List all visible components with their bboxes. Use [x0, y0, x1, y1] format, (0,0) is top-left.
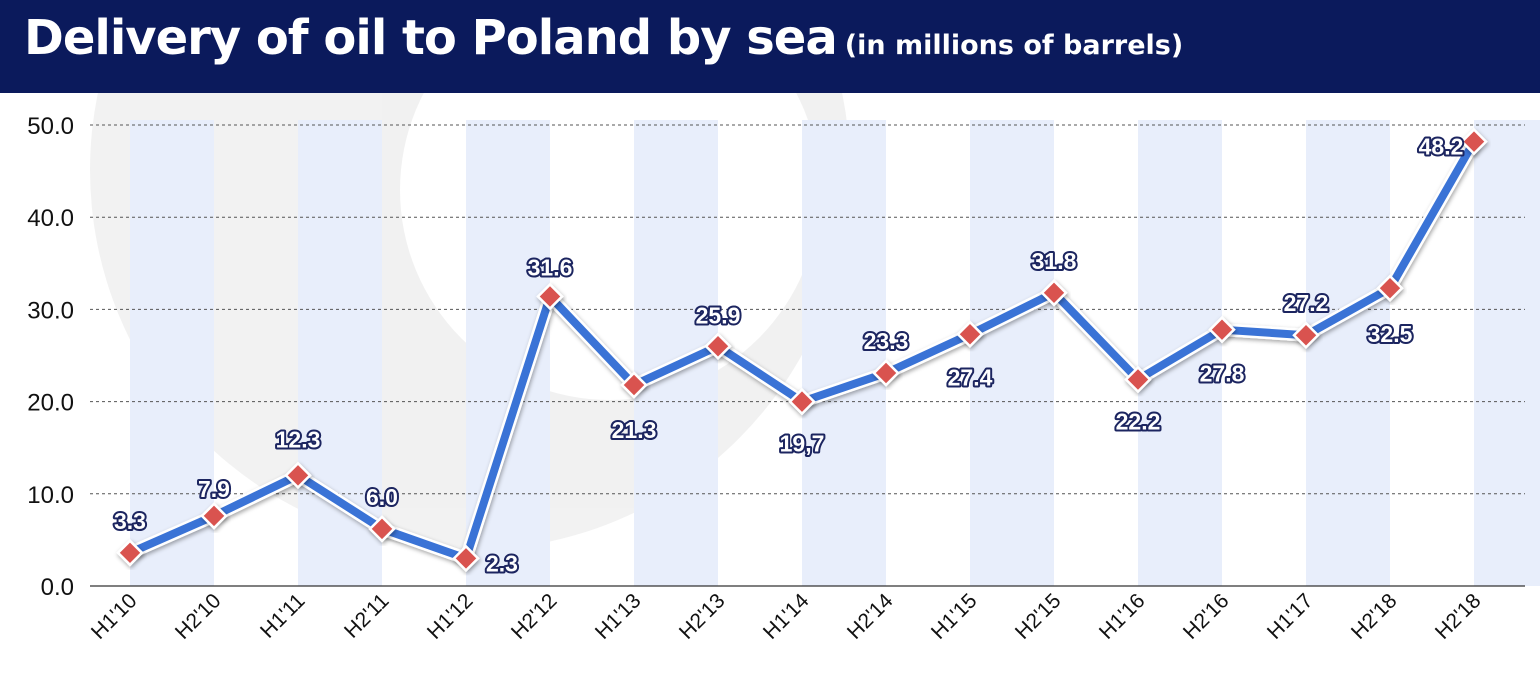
- subtitle-text: (in millions of barrels): [844, 30, 1184, 61]
- data-label: 22.2: [1116, 408, 1161, 434]
- y-axis-ticks: 0.0 10.0 20.0 30.0 40.0 50.0: [27, 113, 74, 601]
- column-stripes: [130, 120, 1540, 586]
- data-marker: [536, 282, 564, 311]
- data-marker: [452, 544, 480, 573]
- data-label: 12.3: [276, 426, 321, 452]
- x-tick-label: H2'16: [1179, 589, 1234, 644]
- data-label: 27.4: [948, 364, 993, 390]
- stripe: [802, 120, 886, 586]
- x-tick-label: H1'15: [927, 589, 982, 644]
- x-tick-label: H2'12: [507, 589, 562, 644]
- stripe: [970, 120, 1054, 586]
- data-marker: [200, 502, 228, 530]
- x-tick-label: H2'13: [675, 589, 730, 644]
- x-tick-label: H2'14: [843, 589, 898, 644]
- data-marker: [956, 320, 984, 349]
- data-label: 27.8: [1200, 361, 1245, 387]
- data-label: 2.3: [486, 550, 518, 576]
- data-labels: 3.3 7.9 12.3 6.0 2.3 31.6 21.3 25.9 19,7 23.3 27.4…: [112, 132, 1465, 579]
- x-tick-label: H1'11: [256, 589, 309, 642]
- chart-title: Delivery of oil to Poland by sea (in mill…: [24, 10, 1183, 66]
- x-tick-label: H2'11: [340, 589, 393, 642]
- y-tick-label: 50.0: [27, 113, 74, 140]
- data-label: 27.2: [1284, 290, 1329, 316]
- data-label: 23.3: [864, 328, 909, 354]
- y-tick-label: 40.0: [27, 205, 74, 232]
- data-marker: [1208, 315, 1236, 344]
- x-tick-label: H2'18: [1347, 589, 1402, 644]
- data-marker: [872, 359, 900, 387]
- data-label: 6.0: [366, 484, 398, 510]
- stripe: [1306, 120, 1390, 586]
- x-tick-label: H2'10: [171, 589, 226, 644]
- data-label: 25.9: [696, 302, 741, 328]
- data-marker: [704, 332, 732, 361]
- x-axis-ticks: H1'10 H2'10 H1'11 H2'11 H1'12 H2'12 H1'13 H2'13…: [87, 589, 1486, 644]
- data-marker: [1040, 279, 1068, 307]
- x-tick-label: H1'10: [87, 589, 142, 644]
- header-banner: Delivery of oil to Poland by sea (in mill…: [0, 0, 1540, 93]
- stripe: [1474, 120, 1540, 586]
- y-tick-label: 20.0: [27, 390, 74, 417]
- x-tick-label: H1'12: [423, 589, 478, 644]
- title-text: Delivery of oil to Poland by sea: [24, 10, 838, 66]
- x-tick-label: H1'17: [1263, 589, 1318, 644]
- data-marker: [284, 461, 312, 490]
- data-marker: [1376, 274, 1404, 302]
- x-tick-label: H1'13: [591, 589, 646, 644]
- data-marker: [620, 371, 648, 399]
- stripe: [130, 120, 214, 586]
- y-tick-label: 0.0: [41, 574, 74, 601]
- data-marker: [1124, 365, 1152, 394]
- y-tick-label: 30.0: [27, 297, 74, 324]
- data-marker: [1460, 127, 1488, 156]
- data-label: 32.5: [1368, 321, 1413, 347]
- data-marker: [116, 539, 144, 567]
- x-tick-label: H2'15: [1011, 589, 1066, 644]
- x-tick-label: H1'16: [1095, 589, 1150, 644]
- x-tick-label: H2'18: [1431, 589, 1486, 644]
- data-label: 3.3: [114, 508, 146, 534]
- data-label: 19,7: [780, 431, 825, 457]
- y-tick-label: 10.0: [27, 482, 74, 509]
- data-label: 7.9: [198, 476, 230, 502]
- grid-lines: [90, 124, 1525, 587]
- data-marker: [368, 515, 396, 543]
- data-label: 21.3: [612, 417, 657, 443]
- data-marker: [788, 387, 816, 416]
- data-label: 31.8: [1032, 248, 1077, 274]
- data-markers: [116, 127, 1488, 573]
- data-label: 31.6: [528, 254, 573, 280]
- data-label: 48.2: [1419, 134, 1464, 160]
- x-tick-label: H1'14: [759, 589, 814, 644]
- data-marker: [1292, 321, 1320, 349]
